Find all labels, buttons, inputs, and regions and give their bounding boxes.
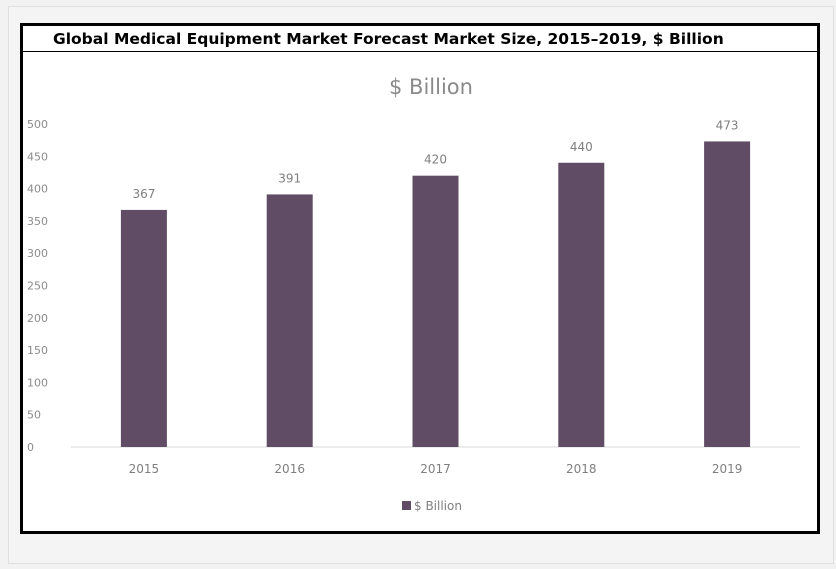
data-label: 391 (278, 171, 301, 185)
data-label: 440 (570, 140, 593, 154)
y-tick-label: 450 (27, 150, 48, 163)
y-tick-label: 500 (27, 118, 48, 131)
bar (704, 141, 751, 447)
data-label: 420 (424, 153, 447, 167)
bar (412, 175, 459, 447)
chart-header-title: Global Medical Equipment Market Forecast… (23, 26, 817, 52)
y-axis: 0 50 100 150 200 250 300 350 400 450 500 (27, 118, 48, 454)
bars: 367 2015 391 2016 420 2017 440 2018 473 2019 (120, 118, 751, 476)
x-tick-label: 2018 (566, 462, 597, 476)
bar (558, 162, 605, 447)
legend-label: $ Billion (414, 499, 462, 513)
x-tick-label: 2015 (129, 462, 160, 476)
y-tick-label: 200 (27, 312, 48, 325)
x-tick-label: 2017 (420, 462, 451, 476)
chart-title: $ Billion (389, 75, 473, 99)
x-tick-label: 2019 (712, 462, 743, 476)
bar (120, 209, 167, 447)
data-label: 473 (716, 118, 739, 132)
y-tick-label: 0 (27, 441, 34, 454)
y-tick-label: 150 (27, 344, 48, 357)
y-tick-label: 100 (27, 376, 48, 389)
y-tick-label: 50 (27, 409, 41, 422)
bar (266, 194, 313, 447)
legend: $ Billion (402, 499, 462, 513)
y-tick-label: 300 (27, 247, 48, 260)
y-tick-label: 250 (27, 280, 48, 293)
data-label: 367 (132, 187, 155, 201)
x-tick-label: 2016 (274, 462, 305, 476)
y-tick-label: 400 (27, 183, 48, 196)
y-tick-label: 350 (27, 215, 48, 228)
legend-swatch (402, 501, 411, 510)
